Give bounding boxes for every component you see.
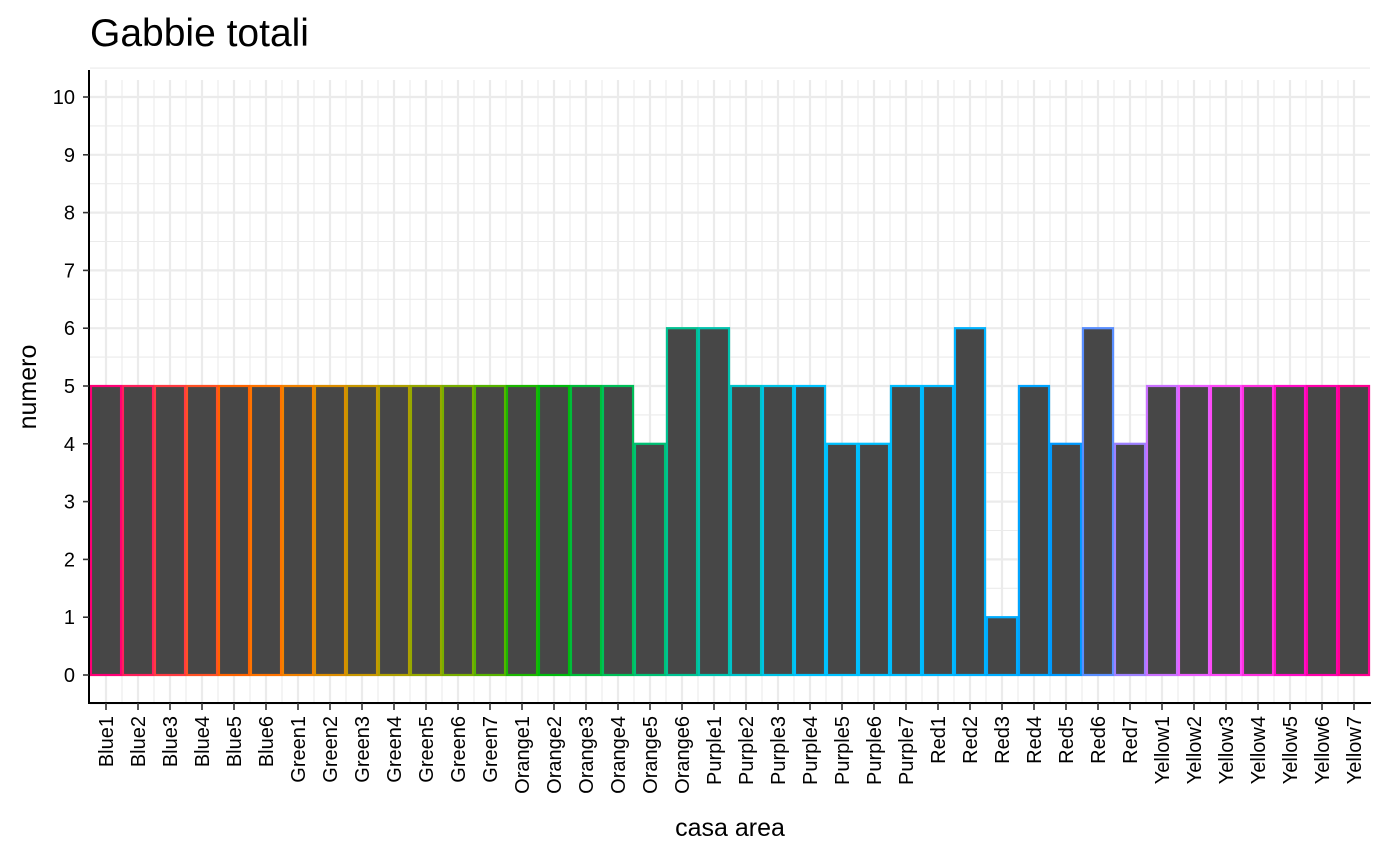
bar-yellow7 xyxy=(1337,384,1371,677)
bar-yellow5 xyxy=(1273,384,1307,677)
bar-orange1 xyxy=(505,384,539,677)
x-tick-label: Green3 xyxy=(352,716,374,783)
bar-yellow4 xyxy=(1241,384,1275,677)
y-tick-label: 10 xyxy=(53,87,75,109)
bar-red7 xyxy=(1113,442,1147,677)
bar-purple1 xyxy=(697,327,731,677)
x-tick-label: Yellow3 xyxy=(1216,716,1238,784)
x-tick-label: Orange2 xyxy=(544,716,566,794)
y-tick-label: 5 xyxy=(64,376,75,398)
bar-blue1 xyxy=(89,384,123,677)
x-axis-title: casa area xyxy=(675,814,785,842)
y-ticks: 0 1 2 3 4 5 6 7 8 9 10 xyxy=(53,87,89,687)
x-tick-label: Green6 xyxy=(448,716,470,783)
x-tick-label: Yellow2 xyxy=(1184,716,1206,784)
x-tick-label: Purple4 xyxy=(800,716,822,785)
y-tick-label: 2 xyxy=(64,549,75,571)
x-tick-label: Orange1 xyxy=(512,716,534,794)
x-tick-label: Purple1 xyxy=(704,716,726,785)
bar-red4 xyxy=(1017,384,1051,677)
y-tick-label: 7 xyxy=(64,260,75,282)
y-axis-title: numero xyxy=(14,345,42,430)
bar-blue4 xyxy=(185,384,219,677)
bar-red2 xyxy=(953,327,987,677)
x-tick-label: Orange6 xyxy=(672,716,694,794)
x-tick-label: Yellow1 xyxy=(1152,716,1174,784)
x-tick-label: Blue6 xyxy=(256,716,278,767)
x-ticks: Blue1 Blue2 Blue3 Blue4 Blue5 Blue6 Green1 Gree… xyxy=(96,703,1366,794)
bar-orange6 xyxy=(665,327,699,677)
bars xyxy=(89,327,1371,677)
bar-green4 xyxy=(377,384,411,677)
x-tick-label: Yellow6 xyxy=(1312,716,1334,784)
x-tick-label: Yellow7 xyxy=(1344,716,1366,784)
x-tick-label: Red2 xyxy=(960,716,982,764)
bar-orange2 xyxy=(537,384,571,677)
x-tick-label: Red7 xyxy=(1120,716,1142,764)
axes xyxy=(88,70,1371,704)
x-tick-label: Blue5 xyxy=(224,716,246,767)
x-tick-label: Blue2 xyxy=(128,716,150,767)
bar-green2 xyxy=(313,384,347,677)
x-tick-label: Red1 xyxy=(928,716,950,764)
bar-red6 xyxy=(1081,327,1115,677)
x-tick-label: Green7 xyxy=(480,716,502,783)
y-tick-label: 3 xyxy=(64,492,75,514)
x-tick-label: Red3 xyxy=(992,716,1014,764)
x-tick-label: Green2 xyxy=(320,716,342,783)
bar-red1 xyxy=(921,384,955,677)
x-tick-label: Green5 xyxy=(416,716,438,783)
bar-blue5 xyxy=(217,384,251,677)
bar-green5 xyxy=(409,384,443,677)
x-tick-label: Blue4 xyxy=(192,716,214,767)
bar-yellow3 xyxy=(1209,384,1243,677)
y-tick-label: 6 xyxy=(64,318,75,340)
chart-title: Gabbie totali xyxy=(90,12,309,55)
bar-purple6 xyxy=(857,442,891,677)
x-tick-label: Purple5 xyxy=(832,716,854,785)
y-tick-label: 4 xyxy=(64,434,75,456)
bar-purple3 xyxy=(761,384,795,677)
bar-yellow6 xyxy=(1305,384,1339,677)
bar-orange5 xyxy=(633,442,667,677)
x-tick-label: Green4 xyxy=(384,716,406,783)
x-tick-label: Red4 xyxy=(1024,716,1046,764)
y-tick-label: 9 xyxy=(64,145,75,167)
x-tick-label: Yellow5 xyxy=(1280,716,1302,784)
x-tick-label: Yellow4 xyxy=(1248,716,1270,784)
y-tick-label: 8 xyxy=(64,203,75,225)
x-tick-label: Red5 xyxy=(1056,716,1078,764)
bar-green6 xyxy=(441,384,475,677)
bar-green1 xyxy=(281,384,315,677)
bar-blue3 xyxy=(153,384,187,677)
bar-orange4 xyxy=(601,384,635,677)
x-tick-label: Orange3 xyxy=(576,716,598,794)
x-tick-label: Blue3 xyxy=(160,716,182,767)
bar-red3 xyxy=(985,616,1019,677)
bar-purple2 xyxy=(729,384,763,677)
bar-yellow2 xyxy=(1177,384,1211,677)
y-tick-label: 0 xyxy=(64,665,75,687)
x-tick-label: Blue1 xyxy=(96,716,118,767)
x-tick-label: Purple6 xyxy=(864,716,886,785)
bar-purple4 xyxy=(793,384,827,677)
x-tick-label: Orange4 xyxy=(608,716,630,794)
bar-red5 xyxy=(1049,442,1083,677)
bar-green7 xyxy=(473,384,507,677)
bar-purple5 xyxy=(825,442,859,677)
x-tick-label: Green1 xyxy=(288,716,310,783)
bar-blue2 xyxy=(121,384,155,677)
x-tick-label: Orange5 xyxy=(640,716,662,794)
y-tick-label: 1 xyxy=(64,607,75,629)
x-tick-label: Purple2 xyxy=(736,716,758,785)
x-tick-label: Purple7 xyxy=(896,716,918,785)
x-tick-label: Purple3 xyxy=(768,716,790,785)
bar-purple7 xyxy=(889,384,923,677)
bar-yellow1 xyxy=(1145,384,1179,677)
bar-blue6 xyxy=(249,384,283,677)
bar-orange3 xyxy=(569,384,603,677)
bar-green3 xyxy=(345,384,379,677)
x-tick-label: Red6 xyxy=(1088,716,1110,764)
